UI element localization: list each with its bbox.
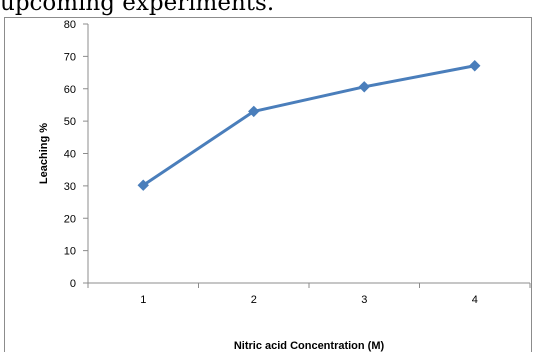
chart-axes [87,24,530,284]
data-point-marker [137,179,149,191]
x-axis-title: Nitric acid Concentration (M) [234,340,385,352]
y-tick-label: 70 [64,51,76,63]
series-line [141,64,477,187]
y-tick-label: 30 [64,181,76,193]
data-point-marker [469,60,481,72]
y-tick-label: 50 [64,116,76,128]
y-axis-title: Leaching % [38,123,50,184]
y-axis-ticks: 0 10 20 30 40 50 60 70 80 [64,19,88,290]
x-tick-label: 3 [361,294,367,306]
y-tick-label: 20 [64,213,76,225]
data-point-marker [358,81,370,93]
document-text: upcoming experiments. [0,0,275,16]
x-tick-label: 4 [472,294,478,306]
x-tick-label: 1 [140,294,146,306]
y-tick-label: 80 [64,19,76,31]
y-tick-label: 40 [64,149,76,161]
y-tick-label: 60 [64,84,76,96]
data-point-marker [248,105,260,118]
y-tick-label: 0 [70,278,76,290]
x-tick-label: 2 [251,294,257,306]
y-tick-label: 10 [64,246,76,258]
chart-series [137,60,481,191]
x-axis-ticks: 1 2 3 4 [87,283,531,306]
